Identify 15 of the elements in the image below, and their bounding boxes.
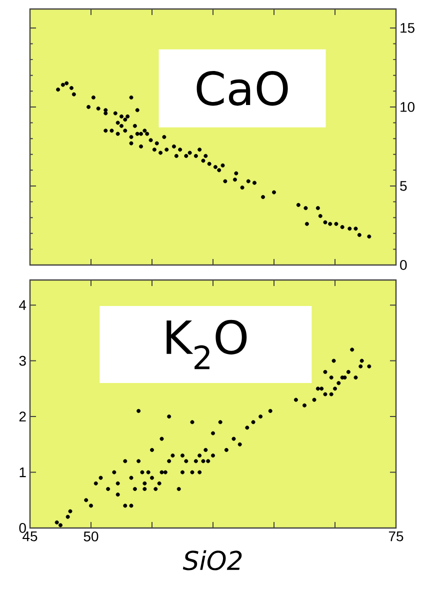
y-tick-label: 4 — [19, 300, 26, 310]
y-tick-label: 3 — [19, 356, 26, 366]
y-tick-label: 10 — [400, 102, 414, 112]
x-axis-title: SiO2 — [182, 550, 242, 570]
x-tick-label: 50 — [84, 532, 98, 542]
y-tick-label: 0 — [19, 523, 26, 533]
y-tick-label: 5 — [400, 181, 407, 191]
annotation: CaO — [196, 71, 288, 106]
x-tick-label: 75 — [388, 532, 404, 542]
x-tick-label: 45 — [22, 532, 38, 542]
y-tick-label: 2 — [19, 412, 26, 422]
annotation: K$_{2}$O — [166, 320, 247, 370]
y-tick-label: 0 — [400, 260, 407, 270]
y-tick-label: 15 — [400, 23, 414, 33]
y-tick-label: 1 — [20, 467, 26, 478]
